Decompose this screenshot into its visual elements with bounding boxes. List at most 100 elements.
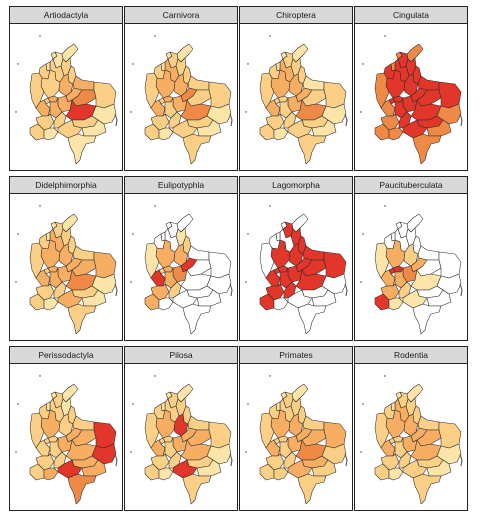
department-huila — [398, 111, 412, 129]
island-marker — [132, 233, 134, 235]
department-arauca — [72, 245, 95, 261]
department-choco — [144, 242, 160, 279]
facet-panel: Cingulata — [354, 6, 468, 171]
department-huila — [283, 111, 297, 129]
facet-strip: Carnivora — [125, 7, 237, 24]
island-marker — [245, 451, 247, 453]
facet-title: Cingulata — [393, 10, 429, 20]
department-vichada — [323, 421, 347, 449]
department-arauca — [72, 75, 95, 91]
department-amazonas — [182, 133, 212, 165]
facet-panel: Didelphimorphia — [9, 176, 123, 341]
department-putumayo — [273, 467, 289, 481]
department-putumayo — [43, 127, 59, 141]
department-amazonas — [182, 303, 212, 335]
facet-strip: Paucituberculata — [355, 177, 467, 194]
department-putumayo — [388, 297, 404, 311]
department-vichada — [93, 251, 117, 279]
department-choco — [29, 72, 45, 109]
department-tolima — [394, 437, 408, 459]
department-vichada — [438, 251, 462, 279]
facet-title: Lagomorpha — [272, 180, 320, 190]
department-choco — [144, 72, 160, 109]
facet-title: Chiroptera — [276, 10, 316, 20]
facet-panel: Chiroptera — [239, 6, 353, 171]
department-tolima — [279, 267, 293, 289]
department-huila — [168, 111, 182, 129]
colombia-map — [130, 205, 233, 335]
department-valle — [35, 269, 51, 287]
facet-title: Rodentia — [393, 350, 429, 360]
department-vichada — [438, 421, 462, 449]
colombia-map — [130, 35, 233, 165]
department-choco — [374, 412, 390, 449]
department-arauca — [187, 415, 210, 431]
department-guainia — [206, 443, 232, 465]
island-marker — [360, 281, 362, 283]
facet-title: Primates — [279, 350, 313, 360]
facet-title: Artiodactyla — [43, 10, 89, 20]
department-amazonas — [67, 303, 97, 335]
island-marker — [384, 205, 386, 207]
facet-strip: Artiodactyla — [10, 7, 122, 24]
department-choco — [259, 242, 275, 279]
department-choco — [259, 412, 275, 449]
department-arauca — [187, 75, 210, 91]
colombia-map — [15, 35, 118, 165]
island-marker — [245, 111, 247, 113]
colombia-map — [360, 35, 463, 165]
island-marker — [17, 63, 19, 65]
border-line — [114, 453, 118, 467]
facet-title: Pilosa — [169, 350, 193, 360]
island-marker — [360, 451, 362, 453]
border-line — [229, 283, 233, 297]
department-tolima — [394, 267, 408, 289]
department-guainia — [91, 443, 117, 465]
island-marker — [130, 111, 132, 113]
border-line — [344, 453, 348, 467]
border-line — [459, 113, 463, 127]
facet-panel: Perissodactyla — [9, 346, 123, 511]
department-valle — [35, 439, 51, 457]
department-amazonas — [412, 133, 442, 165]
department-vichada — [208, 421, 232, 449]
colombia-map — [360, 205, 463, 335]
department-putumayo — [388, 127, 404, 141]
department-huila — [283, 281, 297, 299]
department-huila — [53, 451, 67, 469]
island-marker — [132, 403, 134, 405]
island-marker — [384, 35, 386, 37]
department-choco — [144, 412, 160, 449]
department-putumayo — [158, 297, 174, 311]
island-marker — [269, 35, 271, 37]
facet-strip: Rodentia — [355, 347, 467, 364]
department-amazonas — [67, 133, 97, 165]
department-huila — [53, 281, 67, 299]
department-vichada — [208, 81, 232, 109]
border-line — [459, 283, 463, 297]
department-putumayo — [158, 467, 174, 481]
department-valle — [265, 439, 281, 457]
facet-strip: Eulipotyphla — [125, 177, 237, 194]
island-marker — [362, 63, 364, 65]
island-marker — [130, 451, 132, 453]
department-huila — [168, 451, 182, 469]
department-amazonas — [412, 303, 442, 335]
department-valle — [150, 269, 166, 287]
island-marker — [362, 403, 364, 405]
department-arauca — [302, 75, 325, 91]
department-putumayo — [158, 127, 174, 141]
border-line — [344, 113, 348, 127]
department-putumayo — [43, 297, 59, 311]
department-amazonas — [412, 473, 442, 505]
facet-panel: Lagomorpha — [239, 176, 353, 341]
department-guainia — [206, 103, 232, 125]
department-arauca — [417, 415, 440, 431]
department-valle — [35, 99, 51, 117]
island-marker — [39, 375, 41, 377]
department-tolima — [279, 97, 293, 119]
facet-strip: Cingulata — [355, 7, 467, 24]
department-arauca — [72, 415, 95, 431]
island-marker — [17, 403, 19, 405]
